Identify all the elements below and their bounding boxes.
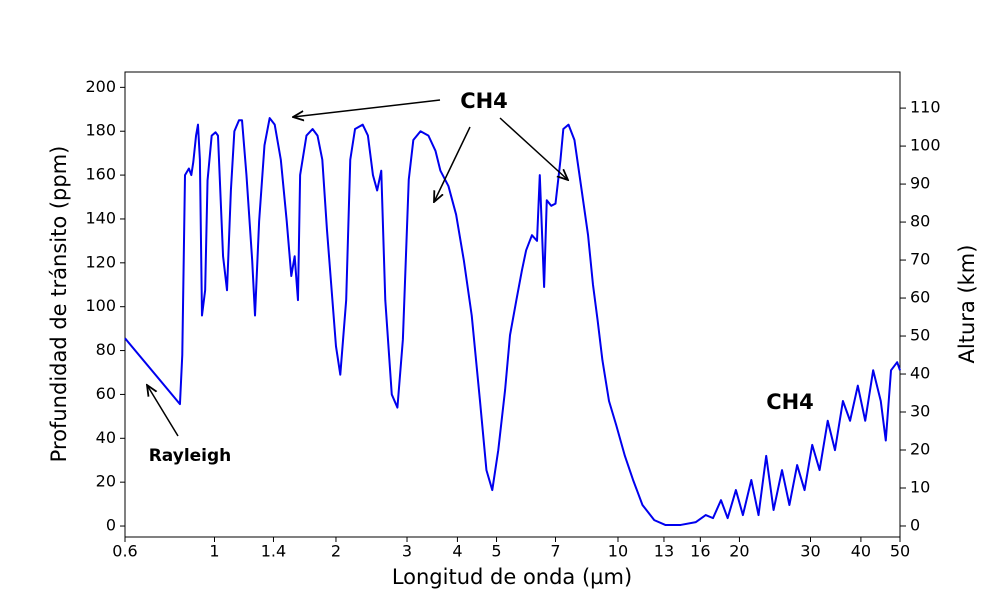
x-tick-label: 40 [851,542,871,561]
y-tick-label: 60 [96,384,116,403]
x-tick-label: 30 [800,542,820,561]
y2-tick-label: 60 [910,288,930,307]
annotation: CH4 [460,89,508,113]
y-axis-label: Profundidad de tránsito (ppm) [47,146,71,463]
annotation-arrow [499,117,568,180]
y-tick-label: 20 [96,472,116,491]
y2-tick-label: 30 [910,402,930,421]
y2-tick-label: 50 [910,326,930,345]
y2-tick-label: 80 [910,212,930,231]
y-tick-label: 140 [85,208,116,227]
spectrum-line [124,117,901,526]
y-tick-label: 180 [85,121,116,140]
annotation-arrow [147,385,179,437]
x-tick-label: 7 [550,542,560,561]
y-tick-label: 100 [85,296,116,315]
plot-frame [124,71,901,538]
y2-tick-label: 10 [910,477,930,496]
y2-axis-label: Altura (km) [955,245,979,364]
y2-tick-label: 90 [910,174,930,193]
y-tick-label: 0 [106,516,116,535]
y-tick-label: 200 [85,77,116,96]
y2-tick-label: 100 [910,136,941,155]
x-tick-label: 13 [654,542,674,561]
x-tick-label: 4 [452,542,462,561]
y-tick-label: 40 [96,428,116,447]
y2-tick-label: 110 [910,98,941,117]
x-tick-label: 10 [608,542,628,561]
x-axis-label: Longitud de onda (µm) [392,565,632,589]
annotation-arrow [293,99,441,117]
x-tick-label: 0.6 [112,542,137,561]
annotation: CH4 [766,390,814,414]
y-tick-label: 80 [96,340,116,359]
x-tick-label: 16 [690,542,710,561]
y2-tick-label: 70 [910,250,930,269]
annotation-arrow [434,126,471,202]
y-tick-label: 120 [85,252,116,271]
x-tick-label: 2 [331,542,341,561]
x-tick-label: 20 [729,542,749,561]
x-tick-label: 50 [890,542,910,561]
annotation: Rayleigh [149,446,232,466]
y2-tick-label: 20 [910,440,930,459]
x-tick-label: 1.4 [261,542,286,561]
y-tick-label: 160 [85,165,116,184]
y2-tick-label: 0 [910,515,920,534]
x-tick-label: 1 [209,542,219,561]
y2-tick-label: 40 [910,364,930,383]
x-tick-label: 5 [491,542,501,561]
x-tick-label: 3 [402,542,412,561]
